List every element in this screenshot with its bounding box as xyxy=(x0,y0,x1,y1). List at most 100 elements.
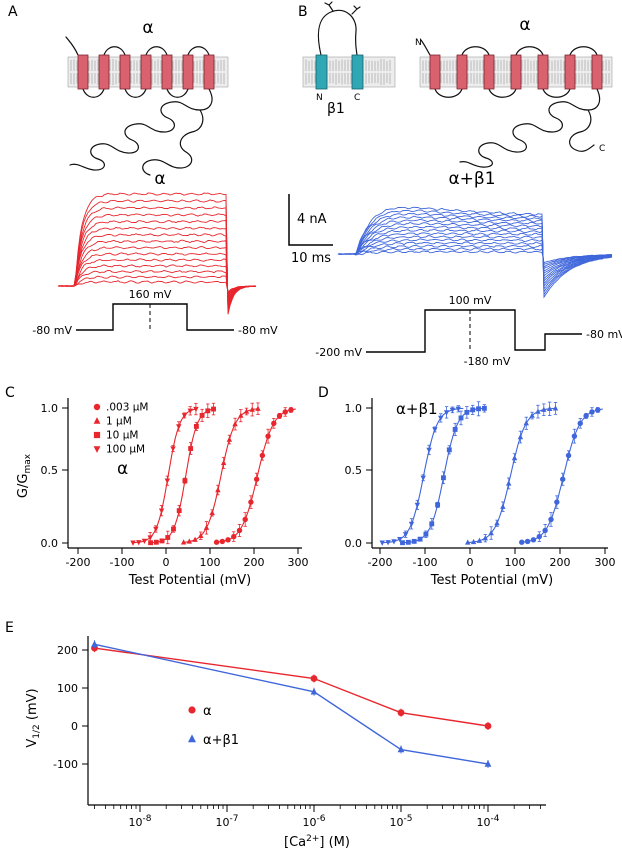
glycosylation-icon xyxy=(351,5,361,15)
data-point-triangle-down xyxy=(147,535,153,541)
x-tick-label: 10-8 xyxy=(129,814,152,829)
data-point-triangle-up xyxy=(476,537,483,543)
axis-lines xyxy=(67,398,302,549)
data-point-triangle-up xyxy=(484,760,492,767)
panel-d-x-axis-label: Test Potential (mV) xyxy=(430,573,554,588)
data-point-triangle-up xyxy=(192,536,198,542)
panel-letter-e: E xyxy=(5,620,14,636)
data-point-triangle-down xyxy=(130,540,136,546)
data-point-triangle-up xyxy=(397,745,405,753)
current-trace xyxy=(58,206,257,311)
y-tick-label: 0.5 xyxy=(41,464,59,477)
tm-segment xyxy=(119,54,131,90)
data-point-square xyxy=(171,526,176,532)
tm-segment xyxy=(161,54,173,90)
tick-exponent: -6 xyxy=(317,814,326,824)
data-point-triangle-down xyxy=(141,538,148,545)
tm-segment xyxy=(537,54,549,90)
data-point-triangle-down xyxy=(170,446,176,452)
data-point-circle xyxy=(571,433,578,439)
protocol-left-top-label: 160 mV xyxy=(129,288,172,301)
data-point-triangle-up xyxy=(494,520,500,526)
x-axis-label-sup: 2+ xyxy=(306,834,319,844)
data-point-triangle-up xyxy=(310,687,318,695)
panel-e-x-axis-label: [Ca2+] (M) xyxy=(284,834,350,850)
data-point-triangle-down xyxy=(432,427,438,433)
tick-base: 10 xyxy=(477,816,491,829)
x-axis-ticks xyxy=(379,548,606,554)
data-point-triangle-down xyxy=(449,407,456,413)
data-point-circle xyxy=(595,407,601,413)
current-trace xyxy=(338,247,613,265)
data-point-triangle-down xyxy=(443,410,450,416)
data-point-triangle-up xyxy=(209,509,215,516)
scale-bar-lines xyxy=(288,194,333,246)
x-tick-label: 200 xyxy=(244,556,265,569)
extracellular-loop xyxy=(569,46,598,56)
legend-label-alphabeta: α+β1 xyxy=(203,733,239,748)
data-point-triangle-down xyxy=(187,408,193,414)
data-point-square xyxy=(481,405,487,411)
data-point-circle xyxy=(213,539,220,545)
alpha-c-terminus-label: C xyxy=(599,144,605,154)
current-trace xyxy=(337,228,613,280)
y-axis-label-sub: max xyxy=(23,453,33,473)
intracellular-loop xyxy=(82,88,105,98)
data-point-circle xyxy=(225,537,231,543)
tm-segment xyxy=(203,54,215,90)
current-trace xyxy=(337,244,613,268)
data-point-triangle-down xyxy=(181,413,188,419)
y-axis-ticks xyxy=(82,649,88,765)
boltzmann-curve xyxy=(132,408,197,544)
data-point-triangle-up xyxy=(465,539,471,545)
data-point-triangle-down xyxy=(414,502,421,509)
panel-d-annotation: α+β1 xyxy=(396,400,438,418)
data-point-triangle-up xyxy=(220,459,227,466)
data-point-circle xyxy=(583,413,589,419)
data-point-square xyxy=(182,478,188,484)
protocol-right-waveform xyxy=(366,309,582,353)
c-terminal-tail xyxy=(459,88,601,168)
data-point-circle xyxy=(310,675,318,682)
intracellular-loop xyxy=(124,88,147,98)
data-point-triangle-up xyxy=(186,538,193,544)
y-tick-label: 0 xyxy=(71,720,78,733)
x-axis-major-ticks xyxy=(139,805,489,812)
x-tick-label: 100 xyxy=(200,556,221,569)
data-point-triangle-down xyxy=(438,415,444,422)
data-point-triangle-down xyxy=(379,540,385,546)
panel-c-legend: .003 µM 1 µM 10 µM 100 µM xyxy=(93,402,148,456)
legend-marker-circle xyxy=(188,706,196,714)
data-point-triangle-up xyxy=(255,405,261,411)
current-trace xyxy=(337,225,612,282)
data-point-triangle-down xyxy=(408,521,415,527)
tm-segment xyxy=(182,54,194,90)
data-point-triangle-up xyxy=(238,412,244,418)
intracellular-loop xyxy=(488,88,517,98)
data-point-triangle-down xyxy=(391,539,397,545)
data-point-circle xyxy=(282,409,288,415)
data-point-square xyxy=(446,447,452,453)
data-point-square xyxy=(211,406,216,412)
scale-bar-current-label: 4 nA xyxy=(297,212,327,227)
panel-a-loops xyxy=(65,36,213,176)
extracellular-loop xyxy=(515,46,544,56)
current-trace xyxy=(337,235,613,274)
x-tick-label: 300 xyxy=(288,556,309,569)
data-point-triangle-up xyxy=(546,405,553,411)
x-tick-label: 10-4 xyxy=(477,814,500,829)
data-point-triangle-up xyxy=(506,480,512,486)
current-trace xyxy=(337,209,613,297)
data-point-square xyxy=(411,538,417,544)
boltzmann-curve xyxy=(216,408,296,543)
panel-c-annotation: α xyxy=(117,459,128,479)
data-point-square xyxy=(417,536,423,542)
data-point-triangle-up xyxy=(215,486,221,493)
data-point-triangle-down xyxy=(193,406,199,413)
x-tick-label: 300 xyxy=(595,556,616,569)
data-point-triangle-up xyxy=(511,454,518,461)
data-point-triangle-up xyxy=(198,532,204,538)
current-trace xyxy=(337,238,613,272)
extracellular-loop xyxy=(461,46,490,56)
